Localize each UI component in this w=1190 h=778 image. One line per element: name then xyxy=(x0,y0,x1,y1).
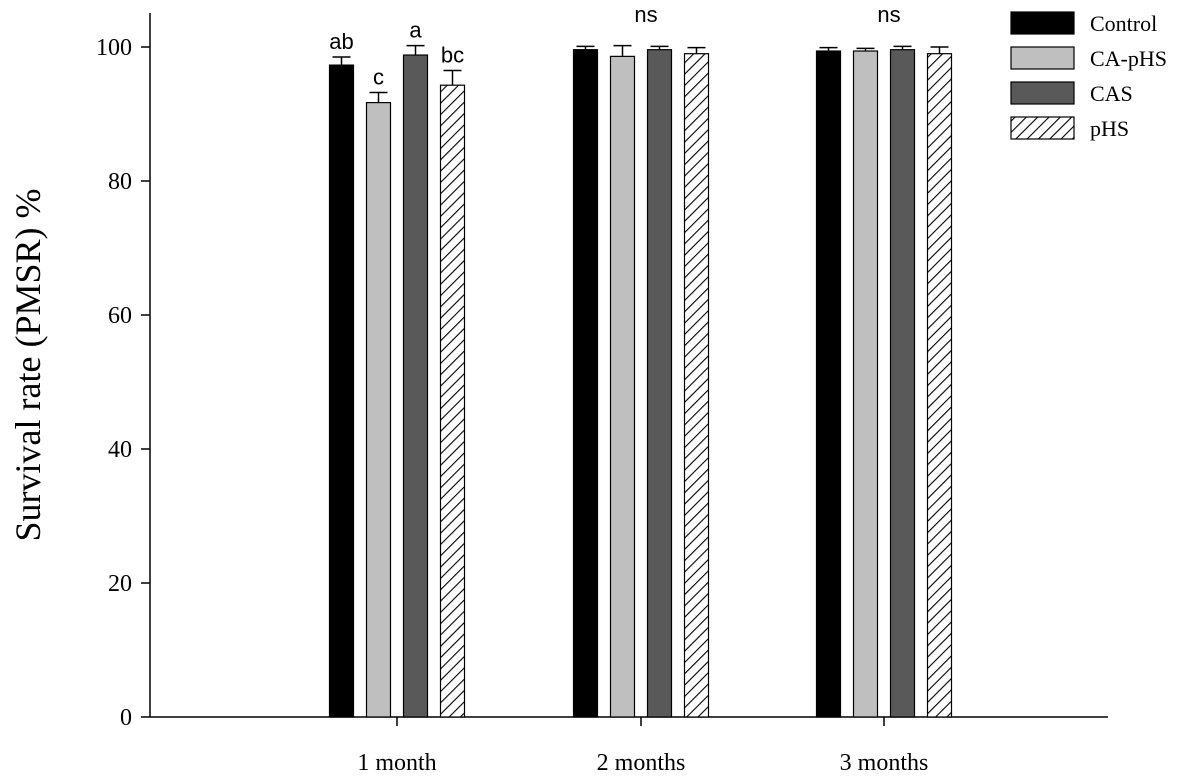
legend: Control CA-pHS CAS pHS xyxy=(1010,11,1167,141)
y-tick-label: 100 xyxy=(96,35,132,61)
legend-swatch xyxy=(1010,116,1075,140)
bar-phs xyxy=(926,53,953,718)
bar-control xyxy=(328,64,355,718)
y-tick-label: 20 xyxy=(108,571,132,597)
bar-ca-phs xyxy=(852,50,879,718)
bar-cas xyxy=(889,49,916,718)
legend-label: CAS xyxy=(1090,81,1133,106)
bar-phs xyxy=(439,84,466,718)
bar-ca-phs xyxy=(609,55,636,718)
bar-phs xyxy=(683,53,710,718)
significance-label: bc xyxy=(441,42,464,67)
bar-control xyxy=(572,49,599,718)
legend-swatch xyxy=(1010,46,1075,70)
significance-label: ab xyxy=(329,29,353,54)
x-tick-label: 3 months xyxy=(840,750,929,776)
y-axis-label: Survival rate (PMSR) % xyxy=(8,189,48,542)
x-tick-label: 1 month xyxy=(357,750,436,776)
bar-cas xyxy=(646,49,673,718)
x-tick-label: 2 months xyxy=(597,750,686,776)
bars xyxy=(328,44,953,718)
y-tick-label: 40 xyxy=(108,437,132,463)
significance-label: a xyxy=(409,18,422,43)
legend-label: pHS xyxy=(1090,116,1129,141)
bar-ca-phs xyxy=(365,102,392,718)
legend-label: CA-pHS xyxy=(1090,46,1167,71)
axes: 0 20 40 60 80 100 1 month 2 months 3 months xyxy=(96,13,1108,776)
significance-label: c xyxy=(373,65,384,90)
y-tick-label: 80 xyxy=(108,169,132,195)
significance-label: ns xyxy=(877,2,900,27)
legend-swatch xyxy=(1010,11,1075,35)
y-tick-label: 0 xyxy=(120,705,132,731)
legend-label: Control xyxy=(1090,11,1157,36)
bar-control xyxy=(815,50,842,718)
legend-swatch xyxy=(1010,81,1075,105)
bar-cas xyxy=(402,54,429,718)
y-tick-label: 60 xyxy=(108,303,132,329)
significance-label: ns xyxy=(634,2,657,27)
